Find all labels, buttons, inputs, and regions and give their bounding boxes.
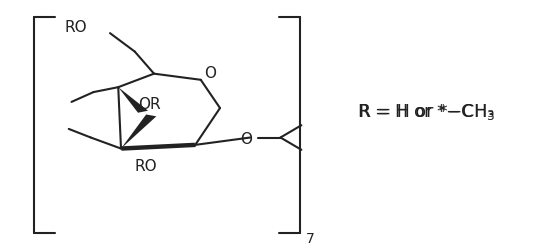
Text: O: O (204, 66, 216, 81)
Polygon shape (118, 87, 148, 113)
Polygon shape (121, 115, 156, 149)
Text: R = H or *−CH₃: R = H or *−CH₃ (359, 103, 494, 121)
Text: R = H or $*\!-\!$CH$_3$: R = H or $*\!-\!$CH$_3$ (357, 102, 496, 122)
Polygon shape (120, 143, 196, 151)
Text: RO: RO (134, 159, 157, 175)
Text: 7: 7 (306, 232, 315, 246)
Text: OR: OR (138, 97, 161, 112)
Text: RO: RO (64, 20, 87, 35)
Text: O: O (240, 132, 252, 147)
